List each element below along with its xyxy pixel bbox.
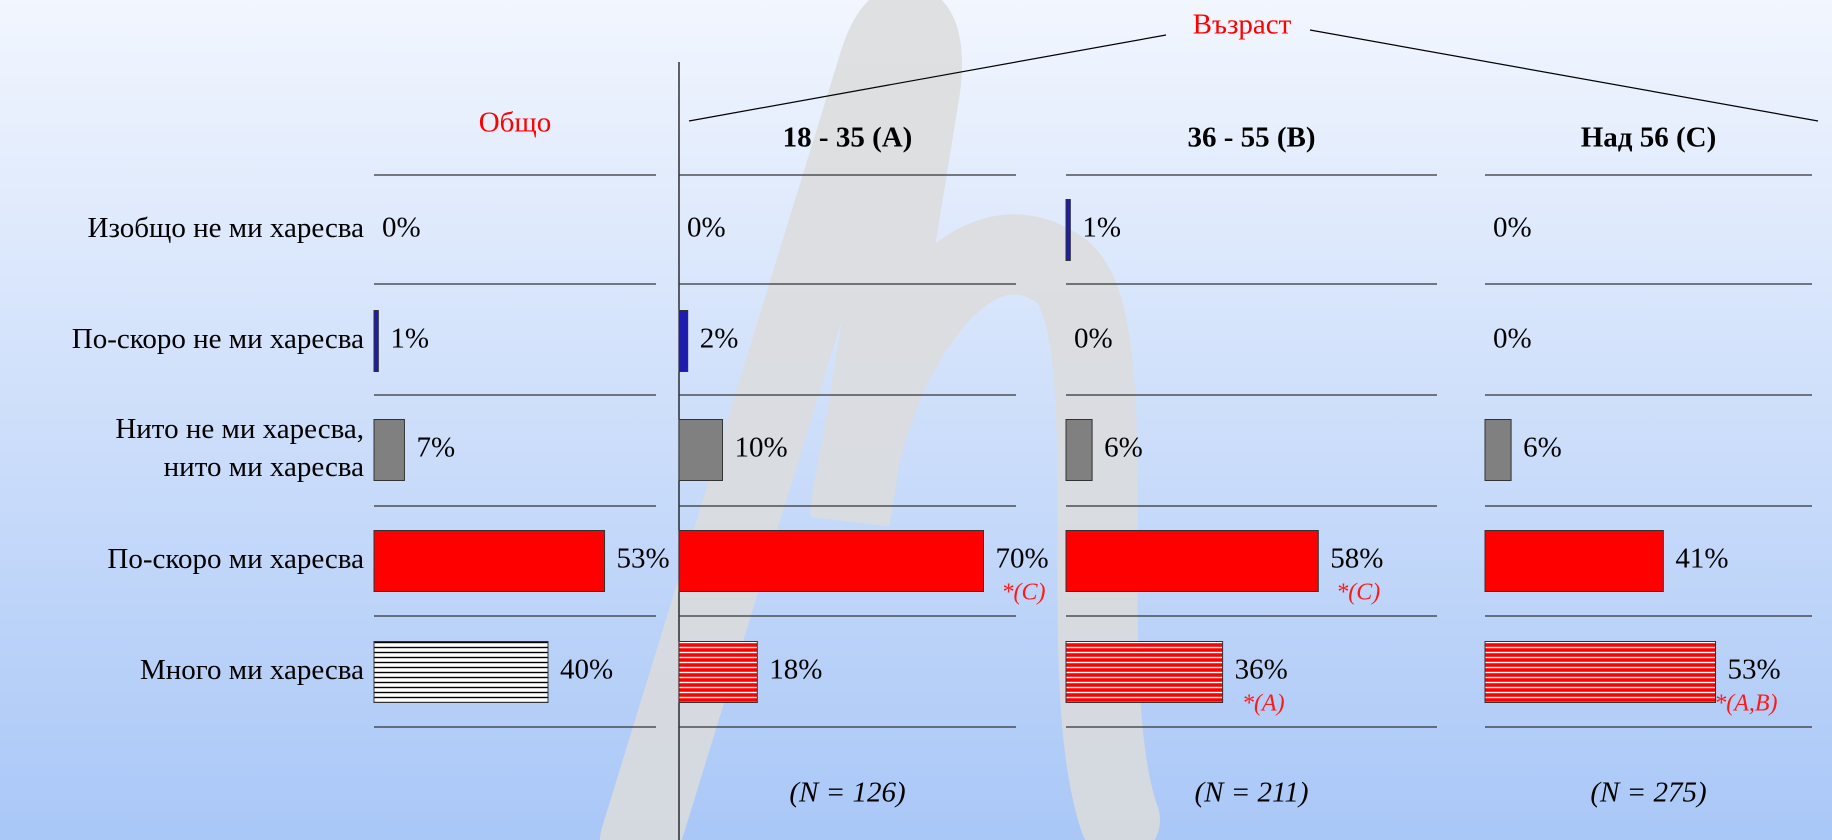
value-label: 70%	[996, 543, 1049, 575]
bar	[1484, 419, 1512, 481]
group-title: Възраст	[1193, 9, 1292, 41]
bar	[1065, 641, 1224, 703]
bar	[1065, 199, 1071, 261]
bar	[1484, 641, 1717, 703]
bar	[678, 530, 984, 592]
bar	[1065, 530, 1319, 592]
series-header: 36 - 55 (B)	[1187, 122, 1315, 154]
value-label: 40%	[560, 654, 613, 686]
bar	[1065, 419, 1093, 481]
value-label: 7%	[416, 432, 455, 464]
bar	[678, 419, 723, 481]
category-label: По-скоро не ми харесва	[72, 323, 364, 355]
series-header: Общо	[479, 107, 552, 139]
value-label: 41%	[1675, 543, 1728, 575]
series-header: Над 56 (C)	[1581, 122, 1716, 154]
value-label: 6%	[1104, 432, 1143, 464]
bracket-line	[1309, 29, 1819, 122]
series-header: 18 - 35 (A)	[783, 122, 913, 154]
bar	[373, 530, 606, 592]
significance-note: *(C)	[1002, 580, 1046, 606]
value-label: 0%	[1493, 212, 1532, 244]
bar	[1484, 530, 1664, 592]
value-label: 1%	[390, 323, 429, 355]
category-label: По-скоро ми харесва	[107, 543, 364, 575]
bar	[373, 310, 379, 372]
value-label: 0%	[1074, 323, 1113, 355]
sample-note: (N = 275)	[1590, 777, 1706, 809]
value-label: 53%	[617, 543, 670, 575]
value-label: 58%	[1330, 543, 1383, 575]
value-label: 1%	[1082, 212, 1121, 244]
bracket-line	[688, 34, 1167, 122]
bar	[373, 641, 549, 703]
value-label: 0%	[687, 212, 726, 244]
value-label: 18%	[769, 654, 822, 686]
category-label: Изобщо не ми харесва	[88, 212, 365, 244]
value-label: 6%	[1523, 432, 1562, 464]
bar	[678, 310, 689, 372]
bar	[373, 419, 405, 481]
sample-note: (N = 126)	[789, 777, 905, 809]
value-label: 10%	[735, 432, 788, 464]
category-label: Много ми харесва	[140, 654, 364, 686]
value-label: 53%	[1728, 654, 1781, 686]
value-label: 0%	[382, 212, 421, 244]
value-label: 36%	[1235, 654, 1288, 686]
bar	[678, 641, 758, 703]
plot: Изобщо не ми харесва По-скоро не ми харес…	[72, 107, 1812, 809]
significance-note: *(C)	[1336, 580, 1380, 606]
significance-note: *(A)	[1242, 691, 1285, 717]
sample-note: (N = 211)	[1194, 777, 1308, 809]
category-label: Нито не ми харесва, нито ми харесва	[115, 413, 364, 483]
value-label: 2%	[700, 323, 739, 355]
value-label: 0%	[1493, 323, 1532, 355]
significance-note: *(A,B)	[1714, 691, 1777, 717]
